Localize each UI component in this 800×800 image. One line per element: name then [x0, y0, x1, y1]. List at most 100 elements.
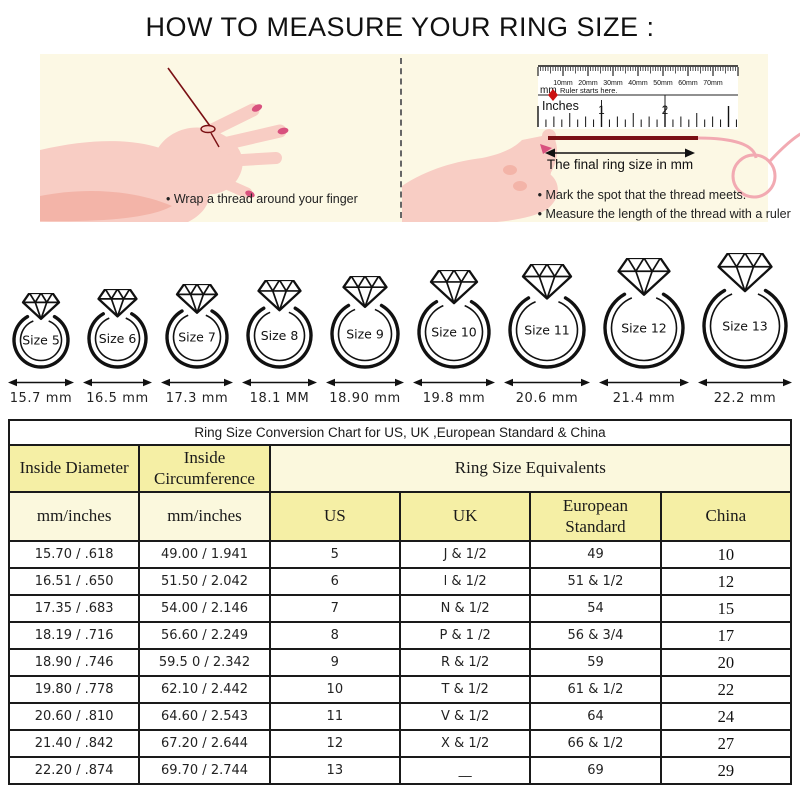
cell-inside-diameter: 21.40 / .842 [7, 729, 141, 758]
header-mm-inches-diameter: mm/inches [7, 491, 141, 542]
ring-mm-label: 21.4 mm [612, 391, 676, 406]
cell-china: 27 [659, 729, 793, 758]
cell-us: 5 [268, 540, 401, 569]
ring-mm-label: 18.1 MM [249, 391, 310, 406]
table-row: 15.70 / .618 49.00 / 1.941 5 J & 1/2 49 10 [7, 540, 793, 569]
table-row: 16.51 / .650 51.50 / 2.042 6 l & 1/2 51 & 1/… [7, 567, 793, 596]
instruction-panels: • Wrap a thread around your finger 10mm 2… [40, 54, 800, 222]
thread-end-marker [539, 144, 552, 154]
ring-size-label: Size 13 [722, 319, 768, 334]
thread-loop [731, 153, 777, 199]
header-inside-diameter: Inside Diameter [7, 444, 141, 493]
final-size-label: The final ring size in mm [546, 157, 692, 172]
cell-us: 11 [268, 702, 401, 731]
ring-mm-label: 22.2 mm [713, 391, 777, 406]
cell-inside-circumference: 62.10 / 2.442 [138, 675, 271, 704]
page-title: HOW TO MEASURE YOUR RING SIZE : [145, 12, 655, 42]
diameter-arrow [8, 378, 74, 387]
cell-inside-circumference: 54.00 / 2.146 [138, 594, 271, 623]
table-row: 20.60 / .810 64.60 / 2.543 11 V & 1/2 64 24 [7, 702, 793, 731]
ring-item: Size 10 19.8 mm [412, 270, 496, 406]
ring-item: Size 6 16.5 mm [82, 289, 153, 406]
fingernail [245, 190, 255, 198]
ring-size-label: Size 9 [346, 327, 384, 342]
mm-tick-label: 60mm [678, 80, 698, 87]
diameter-arrow [413, 378, 495, 387]
header-china: China [659, 491, 793, 542]
ring-item: Size 12 21.4 mm [598, 258, 690, 406]
cell-china: 22 [659, 675, 793, 704]
cell-china: 24 [659, 702, 793, 731]
cell-european: 64 [529, 702, 662, 731]
cell-european: 59 [529, 648, 662, 677]
panel-measure-ruler: 10mm 20mm 30mm 40mm 50mm 60mm 70mm mm Ruler st… [401, 54, 800, 222]
fingernail [251, 104, 263, 112]
diameter-arrow [83, 378, 152, 387]
ring-item: Size 11 20.6 mm [503, 264, 591, 406]
fingernail [277, 127, 289, 135]
cell-european: 49 [529, 540, 662, 569]
cell-inside-diameter: 20.60 / .810 [7, 702, 141, 731]
panel-divider [399, 58, 402, 218]
cell-uk: R & 1/2 [398, 648, 532, 677]
mm-tick-label: 50mm [653, 80, 673, 87]
diameter-arrow [161, 378, 233, 387]
instruction-mark-spot: • Mark the spot that the thread meets. [537, 188, 747, 202]
cell-uk: V & 1/2 [398, 702, 532, 731]
ruler-illustration: 10mm 20mm 30mm 40mm 50mm 60mm 70mm mm Ruler st… [401, 65, 800, 222]
table-title: Ring Size Conversion Chart for US, UK ,E… [8, 419, 792, 446]
ring-mm-label: 16.5 mm [86, 391, 149, 406]
ring-size-label: Size 5 [22, 333, 60, 348]
ring-size-label: Size 12 [621, 321, 667, 336]
cell-uk: T & 1/2 [398, 675, 532, 704]
ring-size-label: Size 11 [524, 323, 570, 338]
cell-uk: N & 1/2 [398, 594, 532, 623]
cell-china: 12 [659, 567, 793, 596]
mm-tick-label: 10mm [553, 80, 573, 87]
cell-european: 56 & 3/4 [529, 621, 662, 650]
cell-us: 7 [268, 594, 401, 623]
ring-diagram: Size 13 [702, 253, 788, 369]
hand-graphic [40, 103, 289, 222]
cell-inside-circumference: 49.00 / 1.941 [138, 540, 271, 569]
cell-inside-circumference: 67.20 / 2.644 [138, 729, 271, 758]
cell-european: 69 [529, 756, 662, 785]
table-row: 22.20 / .874 69.70 / 2.744 13 __ 69 29 [7, 756, 793, 785]
header-uk: UK [398, 491, 532, 542]
ring-size-label: Size 8 [261, 328, 299, 343]
table-row: 18.90 / .746 59.5 0 / 2.342 9 R & 1/2 59 20 [7, 648, 793, 677]
cell-european: 54 [529, 594, 662, 623]
size-arrow-graphic: The final ring size in mm [544, 148, 695, 172]
mm-tick-label: 30mm [603, 80, 623, 87]
ring-size-label: Size 7 [178, 330, 216, 345]
header-ring-size-equivalents: Ring Size Equivalents [268, 444, 793, 493]
ring-mm-label: 17.3 mm [165, 391, 229, 406]
cell-uk: X & 1/2 [398, 729, 532, 758]
ring-diagram: Size 5 [12, 293, 70, 369]
ring-item: Size 8 18.1 MM [241, 280, 318, 406]
ring-mm-label: 19.8 mm [422, 391, 486, 406]
cell-inside-diameter: 19.80 / .778 [7, 675, 141, 704]
cell-european: 66 & 1/2 [529, 729, 662, 758]
instruction-measure-length: • Measure the length of the thread with … [537, 206, 791, 221]
cell-us: 9 [268, 648, 401, 677]
instruction-wrap-thread: • Wrap a thread around your finger [166, 192, 358, 206]
ring-diagram: Size 6 [87, 289, 148, 369]
ring-diagram: Size 12 [603, 258, 685, 369]
mm-unit-label: mm [540, 85, 557, 96]
header-us: US [268, 491, 401, 542]
ring-diagram: Size 10 [417, 270, 491, 369]
cell-european: 61 & 1/2 [529, 675, 662, 704]
mm-tick-label: 20mm [578, 80, 598, 87]
cell-us: 6 [268, 567, 401, 596]
cell-uk: __ [398, 756, 532, 785]
cell-uk: P & 1 /2 [398, 621, 532, 650]
ring-item: Size 9 18.90 mm [325, 276, 405, 406]
cell-inside-diameter: 22.20 / .874 [7, 756, 141, 785]
cell-uk: l & 1/2 [398, 567, 532, 596]
cell-china: 20 [659, 648, 793, 677]
cell-inside-circumference: 59.5 0 / 2.342 [138, 648, 271, 677]
cell-inside-circumference: 69.70 / 2.744 [138, 756, 271, 785]
pointing-hand-graphic [401, 129, 558, 222]
ruler-start-marker-icon [547, 89, 558, 101]
